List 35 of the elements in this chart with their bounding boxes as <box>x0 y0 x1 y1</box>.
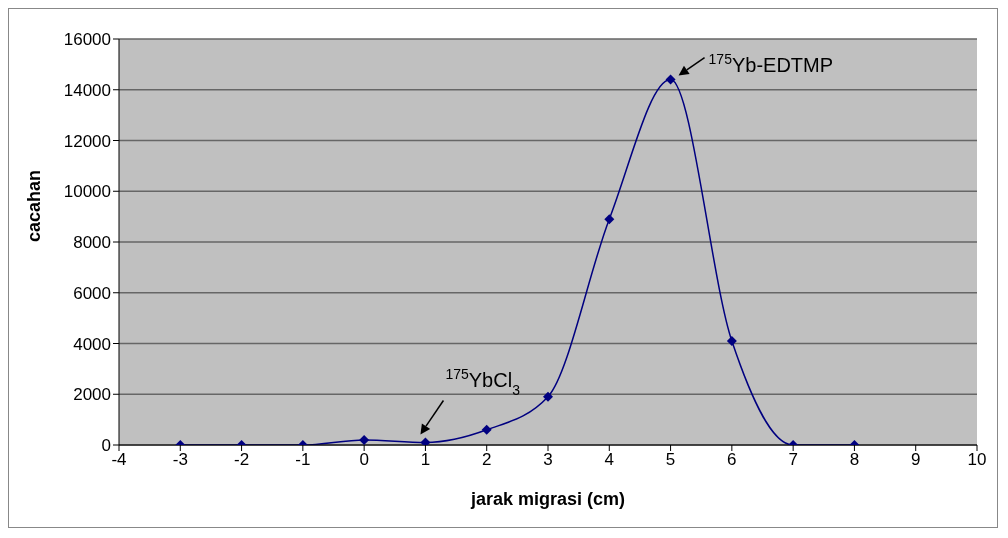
y-tick-label: 16000 <box>63 30 111 50</box>
point <box>726 335 737 346</box>
point <box>604 214 615 225</box>
point <box>359 434 370 445</box>
x-tick-label: 6 <box>727 450 737 470</box>
y-tick-label: 8000 <box>73 233 111 253</box>
x-tick-label: 8 <box>849 450 860 470</box>
x-tick-label: 4 <box>604 450 615 470</box>
x-tick-label: 5 <box>665 450 676 470</box>
y-tick-label: 0 <box>101 436 111 456</box>
x-axis-title: jarak migrasi (cm) <box>469 489 626 509</box>
point <box>665 74 676 85</box>
point <box>543 391 553 402</box>
point <box>420 437 431 445</box>
x-tick-label: -3 <box>172 450 188 470</box>
x-tick-label: 9 <box>910 450 921 470</box>
y-tick-label: 10000 <box>63 182 111 202</box>
x-tick-label: -1 <box>295 450 311 470</box>
y-tick-label: 2000 <box>73 385 111 405</box>
y-tick-label: 4000 <box>73 334 111 354</box>
y-axis-title: cacahan <box>24 169 45 242</box>
annotation: $^{175}$Yb-EDTMP <box>708 50 834 76</box>
x-tick-label: 10 <box>967 450 987 470</box>
point <box>481 424 492 435</box>
x-tick-label: 0 <box>359 450 369 470</box>
x-tick-label: 1 <box>420 450 431 470</box>
x-tick-label: 7 <box>788 450 798 470</box>
x-tick-label: -2 <box>234 450 250 470</box>
y-tick-label: 14000 <box>63 80 111 100</box>
x-tick-label: 3 <box>543 450 553 470</box>
annotation: $^{175}$YbCl$_{3}$ <box>445 366 521 399</box>
x-tick-label: -4 <box>111 450 127 470</box>
y-tick-label: 6000 <box>73 283 111 303</box>
x-tick-label: 2 <box>481 450 492 470</box>
y-tick-label: 12000 <box>63 131 111 151</box>
